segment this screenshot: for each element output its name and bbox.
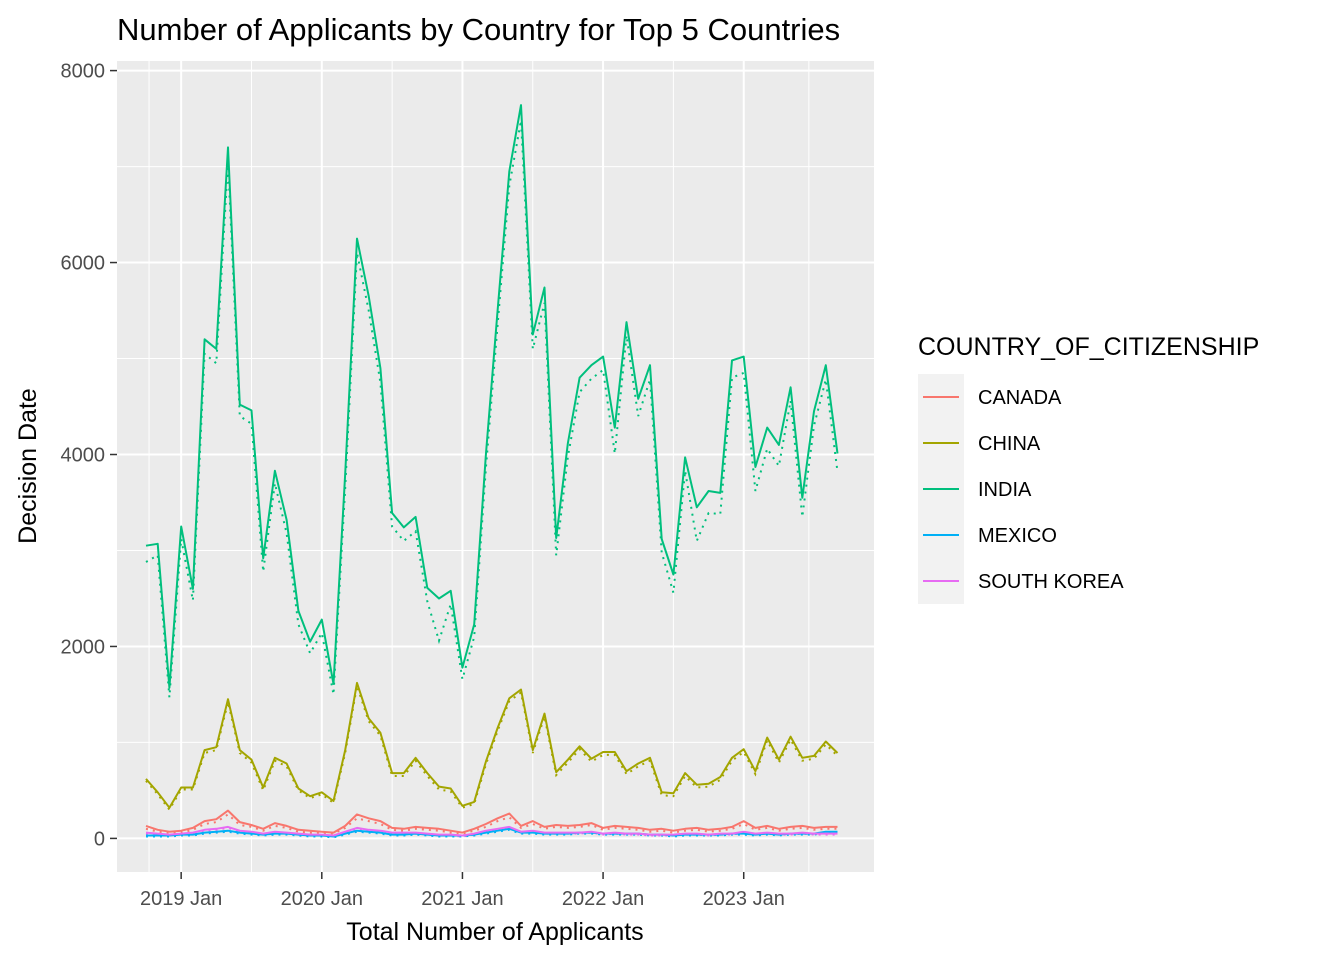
legend-label-mexico: MEXICO: [978, 525, 1057, 547]
axis-ticks: 0 2000 4000 6000 8000 2019 Jan 2020 Jan 2021 Ja…: [61, 61, 785, 910]
series-line-china: [145, 681, 839, 809]
y-tick-label: 8000: [61, 61, 106, 83]
chart-title: Number of Applicants by Country for Top …: [117, 12, 840, 47]
x-tick-label: 2023 Jan: [703, 888, 785, 910]
legend-items: CANADA CHINA INDIA MEXICO SOUTH KOREA: [923, 387, 1124, 593]
legend-title: COUNTRY_OF_CITIZENSHIP: [918, 333, 1259, 361]
x-tick-label: 2020 Jan: [281, 888, 363, 910]
series-line-india: [145, 104, 839, 689]
x-tick-label: 2021 Jan: [421, 888, 503, 910]
y-axis-title: Decision Date: [14, 388, 42, 544]
series-line-south-korea: [145, 825, 838, 837]
series-dotted-line-india: [145, 120, 839, 698]
major-gridlines: [117, 61, 874, 872]
series-lines: [145, 104, 839, 839]
minor-gridlines: [117, 61, 874, 872]
x-tick-label: 2022 Jan: [562, 888, 644, 910]
legend-label-india: INDIA: [978, 479, 1032, 501]
series-line-canada: [145, 809, 838, 834]
y-tick-label: 0: [94, 828, 105, 850]
y-tick-label: 6000: [61, 253, 106, 275]
x-tick-label: 2019 Jan: [140, 888, 222, 910]
y-tick-label: 2000: [61, 636, 106, 658]
legend-label-south-korea: SOUTH KOREA: [978, 571, 1124, 593]
x-axis-title: Total Number of Applicants: [346, 918, 643, 946]
legend-label-china: CHINA: [978, 433, 1041, 455]
y-tick-label: 4000: [61, 445, 106, 467]
series-dotted-line-canada: [145, 813, 838, 835]
legend: COUNTRY_OF_CITIZENSHIP CANADA CHINA INDIA M…: [918, 333, 1259, 604]
legend-label-canada: CANADA: [978, 387, 1062, 409]
